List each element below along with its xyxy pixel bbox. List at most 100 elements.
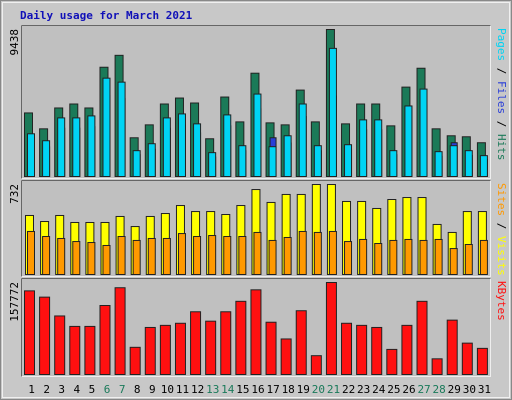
bar — [344, 241, 353, 275]
x-tick-label: 2 — [43, 383, 50, 396]
bar — [404, 105, 413, 177]
y-tick-label: 732 — [8, 184, 21, 204]
bar — [298, 230, 307, 275]
bar — [27, 133, 35, 177]
bar — [479, 155, 488, 177]
x-tick-label: 25 — [387, 383, 400, 396]
bar — [177, 233, 186, 275]
bar — [114, 287, 126, 375]
bar — [419, 88, 428, 177]
bar — [464, 244, 473, 275]
bar — [283, 236, 292, 276]
x-tick-label: 8 — [134, 383, 141, 396]
bar — [102, 244, 111, 276]
bar — [479, 239, 488, 276]
x-tick-label: 26 — [402, 383, 415, 396]
bar — [268, 239, 277, 276]
bar — [419, 239, 428, 276]
legend: Pages / Files / Hits — [495, 28, 508, 161]
bar — [87, 242, 96, 276]
x-tick-label: 1 — [28, 383, 35, 396]
bar — [359, 238, 368, 275]
x-tick-label: 19 — [297, 383, 310, 396]
bar — [117, 236, 126, 275]
x-tick-label: 14 — [221, 383, 235, 396]
x-tick-label: 15 — [236, 383, 249, 396]
x-tick-label: 3 — [58, 383, 65, 396]
bar — [283, 135, 292, 178]
bar — [42, 236, 51, 275]
bar — [24, 290, 35, 375]
x-tick-label: 30 — [463, 383, 476, 396]
bar — [190, 311, 202, 375]
bar — [72, 241, 81, 275]
x-tick-label: 18 — [282, 383, 295, 396]
bar — [84, 325, 96, 376]
bar — [416, 300, 428, 376]
x-tick-label: 28 — [433, 383, 446, 396]
bar — [250, 289, 262, 375]
x-tick-label: 20 — [312, 383, 325, 396]
bar — [434, 151, 443, 177]
bar — [446, 319, 458, 376]
bar — [208, 235, 217, 276]
bar — [389, 239, 398, 276]
x-tick-label: 27 — [417, 383, 430, 396]
bar — [265, 321, 277, 376]
bar — [461, 342, 473, 376]
legend-separator: / — [495, 61, 508, 81]
bar — [298, 103, 307, 177]
bar — [356, 324, 368, 376]
x-tick-label: 22 — [342, 383, 355, 396]
bar — [476, 347, 488, 376]
bar — [238, 236, 247, 275]
bar — [193, 236, 202, 275]
bar — [102, 77, 111, 177]
y-tick-label: 157772 — [8, 282, 21, 322]
chart-title: Daily usage for March 2021 — [20, 9, 193, 22]
bar — [57, 237, 66, 275]
bar — [374, 119, 383, 177]
bar — [280, 338, 292, 375]
bar — [328, 47, 337, 177]
legend: KBytes — [495, 281, 508, 321]
x-tick-label: 11 — [176, 383, 189, 396]
x-tick-label: 7 — [119, 383, 126, 396]
legend-separator: / — [495, 114, 508, 134]
bar — [313, 145, 322, 177]
bar — [401, 324, 413, 376]
bar — [132, 150, 141, 178]
bar — [431, 358, 443, 375]
bar — [295, 310, 307, 375]
bar — [42, 140, 51, 177]
bar — [235, 300, 247, 376]
x-tick-label: 9 — [149, 383, 156, 396]
x-tick-label: 23 — [357, 383, 370, 396]
x-tick-label: 6 — [104, 383, 111, 396]
bar — [54, 315, 66, 375]
bar — [253, 93, 262, 177]
bar — [449, 145, 458, 177]
bar — [162, 237, 171, 275]
bar — [147, 143, 156, 177]
legend-entry: Visits — [495, 236, 508, 276]
legend-separator: / — [495, 216, 508, 236]
x-tick-label: 13 — [206, 383, 219, 396]
bar — [374, 243, 383, 275]
legend: Sites / Visits — [495, 183, 508, 276]
bar — [404, 238, 413, 275]
bar — [434, 238, 443, 275]
x-tick-label: 17 — [266, 383, 279, 396]
bar — [371, 326, 383, 375]
bar — [325, 282, 337, 375]
bar — [328, 230, 337, 275]
legend-entry: KBytes — [495, 281, 508, 321]
bar — [389, 150, 398, 178]
bar — [253, 231, 262, 275]
bar — [177, 113, 186, 178]
legend-entry: Pages — [495, 28, 508, 61]
bar — [341, 322, 353, 376]
bar — [162, 117, 171, 177]
